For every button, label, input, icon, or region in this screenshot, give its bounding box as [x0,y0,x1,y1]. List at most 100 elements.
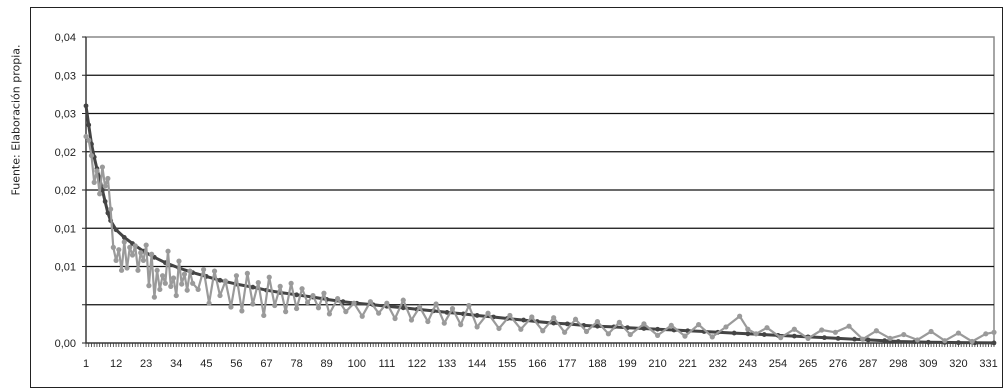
y-tick-label: 0,02 [55,185,76,197]
data-point-observed [255,279,261,286]
data-point-observed [91,179,97,185]
x-tick-label: 56 [230,358,242,370]
data-point-observed [138,250,144,256]
data-point-observed [149,251,155,257]
data-point-observed [343,309,349,315]
data-point-observed [449,305,456,312]
data-point-observed [250,301,256,307]
x-tick-label: 67 [260,358,272,370]
data-point-observed [83,133,89,140]
data-point-observed [466,302,472,309]
x-tick-label: 298 [889,358,907,370]
data-point-observed [228,304,234,310]
data-point-observed [408,317,415,323]
data-point-observed [304,299,311,306]
data-point-observed [392,315,398,322]
data-point-trend [400,305,406,311]
data-point-observed [184,287,190,293]
data-point-trend [655,326,661,332]
data-point-observed [140,257,147,263]
x-tick-label: 276 [829,358,847,370]
data-point-observed [901,331,907,338]
data-point-observed [860,336,866,342]
data-point-observed [321,290,327,296]
data-point-observed [458,322,464,328]
data-point-observed [529,314,535,320]
data-point-observed [179,281,185,287]
data-point-observed [310,292,316,299]
x-tick-label: 78 [290,358,302,370]
data-point-trend [83,103,89,109]
data-point-observed [359,313,365,319]
data-point-observed [97,191,103,197]
data-point-observed [195,286,201,293]
data-point-observed [887,335,893,342]
data-point-trend [925,339,931,345]
data-point-observed [641,321,647,327]
data-point-observed [168,283,174,289]
x-tick-label: 34 [170,358,182,370]
data-point-observed [942,338,948,344]
data-point-observed [696,322,702,328]
data-point-observed [201,266,207,273]
data-point-observed [518,326,524,332]
data-point-observed [745,326,751,332]
data-point-observed [562,329,568,335]
data-point-trend [882,338,888,344]
data-point-observed [433,301,439,307]
x-tick-label: 144 [468,358,486,370]
series-line-observed [85,135,995,343]
x-tick-label: 12 [110,358,122,370]
data-point-observed [102,183,108,189]
data-point-observed [108,206,114,212]
x-tick-label: 221 [679,358,697,370]
x-tick-label: 331 [979,358,997,370]
data-point-observed [668,322,674,329]
data-point-trend [340,299,346,305]
data-point-observed [176,258,182,264]
data-point-observed [154,267,160,273]
data-point-observed [583,328,590,335]
data-point-observed [441,320,447,326]
data-point-observed [778,335,784,341]
data-point-trend [474,313,480,318]
data-point-trend [895,339,901,344]
x-tick-label: 265 [799,358,817,370]
data-point-observed [110,244,116,250]
data-point-observed [151,294,157,300]
data-point-observed [832,329,838,335]
x-tick-label: 23 [140,358,152,370]
data-point-observed [222,278,229,284]
data-point-observed [233,273,240,279]
data-point-trend [105,210,111,216]
data-point-observed [170,275,177,281]
y-tick-label: 0,02 [55,147,76,159]
y-tick-label: 0,03 [55,70,76,82]
data-point-observed [86,137,92,143]
x-tick-label: 232 [709,358,727,370]
data-point-observed [791,326,797,332]
x-tick-label: 188 [588,358,606,370]
data-point-trend [835,336,841,341]
data-point-observed [187,268,193,274]
x-tick-label: 287 [859,358,877,370]
x-tick-label: 1 [83,358,89,370]
x-tick-label: 254 [769,358,787,370]
data-point-observed [572,316,579,322]
data-point-observed [293,305,300,312]
data-point-observed [425,318,431,325]
data-point-observed [116,247,122,253]
data-point-observed [132,243,138,249]
data-point-trend [641,326,647,331]
data-point-observed [540,328,546,334]
data-point-observed [655,332,661,338]
data-point-observed [737,313,743,319]
data-point-trend [113,227,119,233]
data-point-observed [928,328,934,335]
data-point-observed [507,312,513,319]
data-point-observed [805,335,811,342]
data-point-trend [865,337,871,343]
data-point-observed [400,297,406,303]
